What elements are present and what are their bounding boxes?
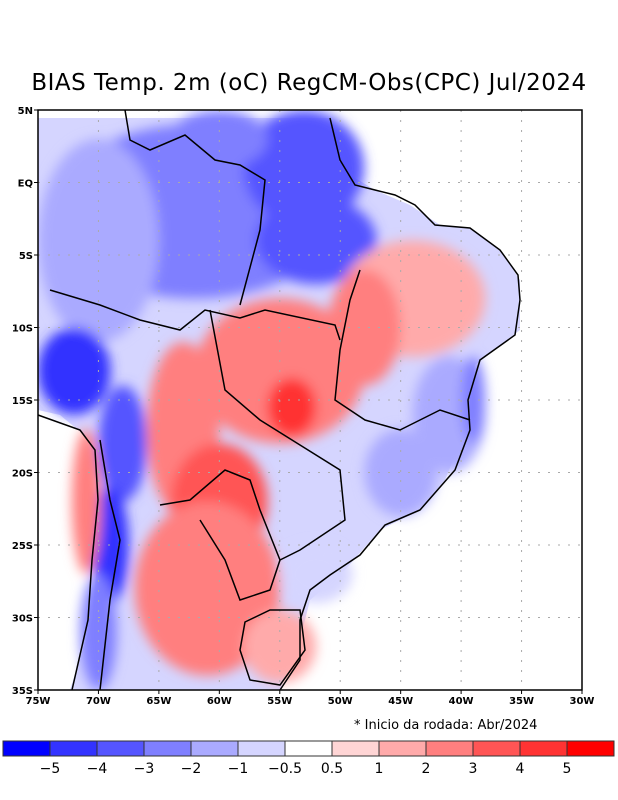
country-borders bbox=[37, 109, 521, 691]
colorbar-label: −1 bbox=[228, 761, 249, 777]
x-axis: 75W 70W 65W 60W 55W 50W 45W 40W 35W 30W bbox=[26, 690, 595, 707]
border-bolivia-brazil bbox=[49, 289, 341, 341]
y-tick-label: 10S bbox=[12, 324, 33, 335]
colorbar-label: −3 bbox=[134, 761, 155, 777]
coastline-east bbox=[279, 117, 521, 691]
y-tick-label: 15S bbox=[12, 396, 33, 407]
y-tick-label: 5S bbox=[19, 251, 33, 262]
bias-region-south-cold bbox=[279, 545, 353, 603]
x-tick-label: 40W bbox=[449, 696, 474, 707]
colorbar-label: −5 bbox=[40, 761, 61, 777]
colorbar-swatch bbox=[378, 740, 427, 757]
coastline-west bbox=[37, 414, 99, 691]
bias-region-mato-grosso-hot bbox=[267, 378, 317, 437]
y-tick-label: 35S bbox=[12, 686, 33, 697]
border-states-north bbox=[124, 109, 266, 306]
colorbar-label: −4 bbox=[87, 761, 108, 777]
x-tick-label: 30W bbox=[570, 696, 595, 707]
x-tick-label: 45W bbox=[388, 696, 413, 707]
border-states-ne bbox=[334, 269, 471, 431]
y-tick-label: EQ bbox=[18, 179, 33, 190]
colorbar-swatch bbox=[519, 740, 568, 757]
colorbar-swatch bbox=[49, 740, 98, 757]
x-tick-label: 75W bbox=[26, 696, 51, 707]
colorbar-swatch bbox=[331, 740, 380, 757]
y-tick-label: 25S bbox=[12, 541, 33, 552]
y-tick-label: 30S bbox=[12, 614, 33, 625]
grid-lines bbox=[38, 110, 582, 690]
colorbar-swatch bbox=[472, 740, 521, 757]
colorbar-swatch bbox=[566, 740, 615, 757]
bias-region-roraima-north bbox=[170, 110, 268, 168]
colorbar-label: 4 bbox=[516, 761, 525, 777]
x-tick-label: 60W bbox=[207, 696, 232, 707]
bias-region-uruguay-warm bbox=[243, 610, 317, 683]
bias-region-minas-cold bbox=[364, 429, 437, 516]
bias-region-chile-warm bbox=[71, 429, 101, 574]
chart-title: BIAS Temp. 2m (oC) RegCM-Obs(CPC) Jul/20… bbox=[31, 70, 587, 96]
colorbar-swatch bbox=[190, 740, 239, 757]
colorbar-swatch bbox=[2, 740, 51, 757]
border-uruguay bbox=[239, 609, 306, 686]
x-tick-label: 50W bbox=[328, 696, 353, 707]
x-tick-label: 55W bbox=[267, 696, 292, 707]
colorbar-swatch bbox=[96, 740, 145, 757]
bias-region-andes-cold-south bbox=[92, 487, 129, 603]
x-tick-label: 65W bbox=[146, 696, 171, 707]
colorbar-label: 2 bbox=[422, 761, 431, 777]
colorbar-swatch bbox=[284, 740, 333, 757]
bias-region-coast-cold bbox=[461, 356, 486, 444]
colorbar-label: −2 bbox=[181, 761, 202, 777]
border-andes bbox=[99, 439, 121, 691]
border-states-center bbox=[209, 309, 346, 561]
bias-region-amapa-para bbox=[243, 110, 365, 226]
colorbar-swatch bbox=[143, 740, 192, 757]
x-tick-label: 70W bbox=[86, 696, 111, 707]
bias-region-para-core bbox=[255, 197, 377, 284]
colorbar-swatch bbox=[425, 740, 474, 757]
bias-region-tocantins-warm bbox=[328, 269, 401, 386]
y-tick-label: 5N bbox=[18, 106, 33, 117]
run-start-note: * Inicio da rodada: Abr/2024 bbox=[354, 718, 538, 733]
bias-region-peru-bolivia-cold bbox=[38, 327, 111, 415]
colorbar-label: −0.5 bbox=[268, 761, 302, 777]
colorbar-label: 1 bbox=[375, 761, 384, 777]
colorbar-label: 0.5 bbox=[321, 761, 343, 777]
colorbar-swatch bbox=[237, 740, 286, 757]
y-tick-label: 20S bbox=[12, 469, 33, 480]
x-tick-label: 35W bbox=[509, 696, 534, 707]
y-axis: 5N EQ 5S 10S 15S 20S 25S 30S 35S bbox=[12, 106, 38, 697]
border-paraguay bbox=[159, 469, 281, 601]
bias-region-andes-cold bbox=[98, 385, 147, 502]
colorbar-label: 5 bbox=[563, 761, 572, 777]
colorbar: −5 −4 −3 −2 −1 −0.5 0.5 1 2 3 4 5 bbox=[2, 740, 615, 777]
colorbar-label: 3 bbox=[469, 761, 478, 777]
